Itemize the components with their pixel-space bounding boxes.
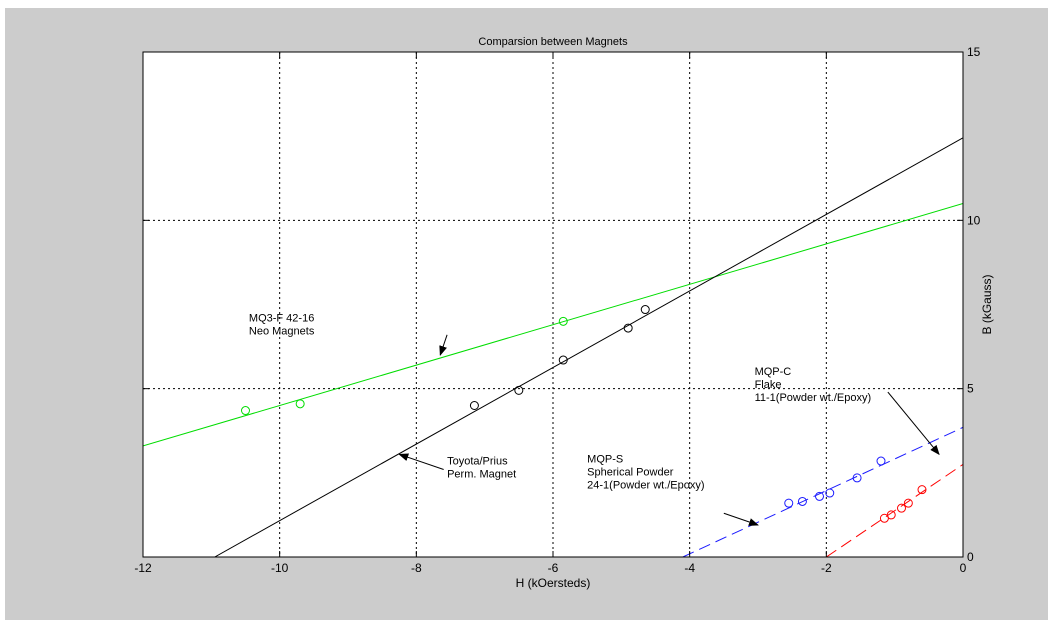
data-point-0 — [295, 399, 305, 409]
annotation-line: MQP-C — [755, 366, 792, 378]
series-group — [143, 137, 963, 557]
x-axis-label: H (kOersteds) — [516, 576, 591, 590]
annotation-text-0: MQ3-F 42-16 Neo Magnets — [249, 312, 315, 337]
data-point-2 — [852, 473, 862, 483]
annotation-text-1: Toyota/Prius Perm. Magnet — [447, 455, 516, 480]
data-point-3 — [917, 485, 927, 495]
y-tick-label: 10 — [967, 213, 981, 227]
data-point-1 — [640, 305, 650, 315]
annotation-text-3: MQP-C Flake 11-1(Powder wt./Epoxy) — [755, 366, 872, 404]
annotation-line: 11-1(Powder wt./Epoxy) — [755, 392, 872, 404]
annotation-line: MQ3-F 42-16 — [249, 312, 314, 324]
data-point-2 — [876, 456, 886, 466]
x-tick-label: -8 — [411, 561, 422, 575]
x-tick-label: -10 — [271, 561, 289, 575]
series-line-1 — [214, 137, 963, 557]
annotation-line: Spherical Powder — [587, 467, 674, 479]
y-axis-label: B (kGauss) — [980, 274, 994, 334]
annotation-line: 24-1(Powder wt./Epoxy) — [587, 480, 704, 492]
data-point-2 — [784, 498, 794, 508]
annotation-arrow-3 — [887, 391, 940, 456]
x-tick-label: -6 — [548, 561, 559, 575]
data-point-3 — [897, 503, 906, 513]
data-point-1 — [469, 401, 479, 410]
data-point-2 — [797, 496, 807, 506]
data-point-0 — [241, 406, 250, 416]
data-point-3 — [886, 510, 896, 520]
annotation-line: Perm. Magnet — [447, 468, 516, 480]
annotation-arrow-2 — [723, 512, 759, 526]
data-point-2 — [825, 488, 835, 498]
annotation-line: Flake — [755, 379, 782, 391]
annotation-line: Toyota/Prius — [447, 455, 508, 467]
x-tick-label: -12 — [134, 561, 152, 575]
chart-title: Comparsion between Magnets — [478, 36, 628, 48]
x-tick-label: 0 — [960, 561, 967, 575]
data-point-1 — [514, 385, 524, 395]
y-tick-label: 0 — [967, 550, 974, 564]
annotation-arrow-0 — [439, 334, 448, 356]
x-tick-label: -4 — [684, 561, 695, 575]
annotation-line: MQP-S — [587, 454, 623, 466]
data-point-3 — [903, 498, 913, 508]
y-tick-label: 5 — [967, 382, 974, 396]
data-point-0 — [558, 316, 568, 326]
y-tick-label: 15 — [967, 45, 981, 59]
series-line-3 — [826, 464, 963, 557]
annotation-arrow-1 — [398, 453, 444, 470]
annotation-line: Neo Magnets — [249, 325, 315, 337]
annotation-text-2: MQP-S Spherical Powder 24-1(Powder wt./Epo… — [587, 454, 704, 492]
data-point-1 — [558, 355, 568, 365]
series-line-0 — [143, 203, 963, 447]
x-tick-label: -2 — [821, 561, 832, 575]
data-point-1 — [623, 323, 633, 333]
data-point-2 — [815, 491, 824, 501]
series-line-2 — [682, 426, 963, 557]
